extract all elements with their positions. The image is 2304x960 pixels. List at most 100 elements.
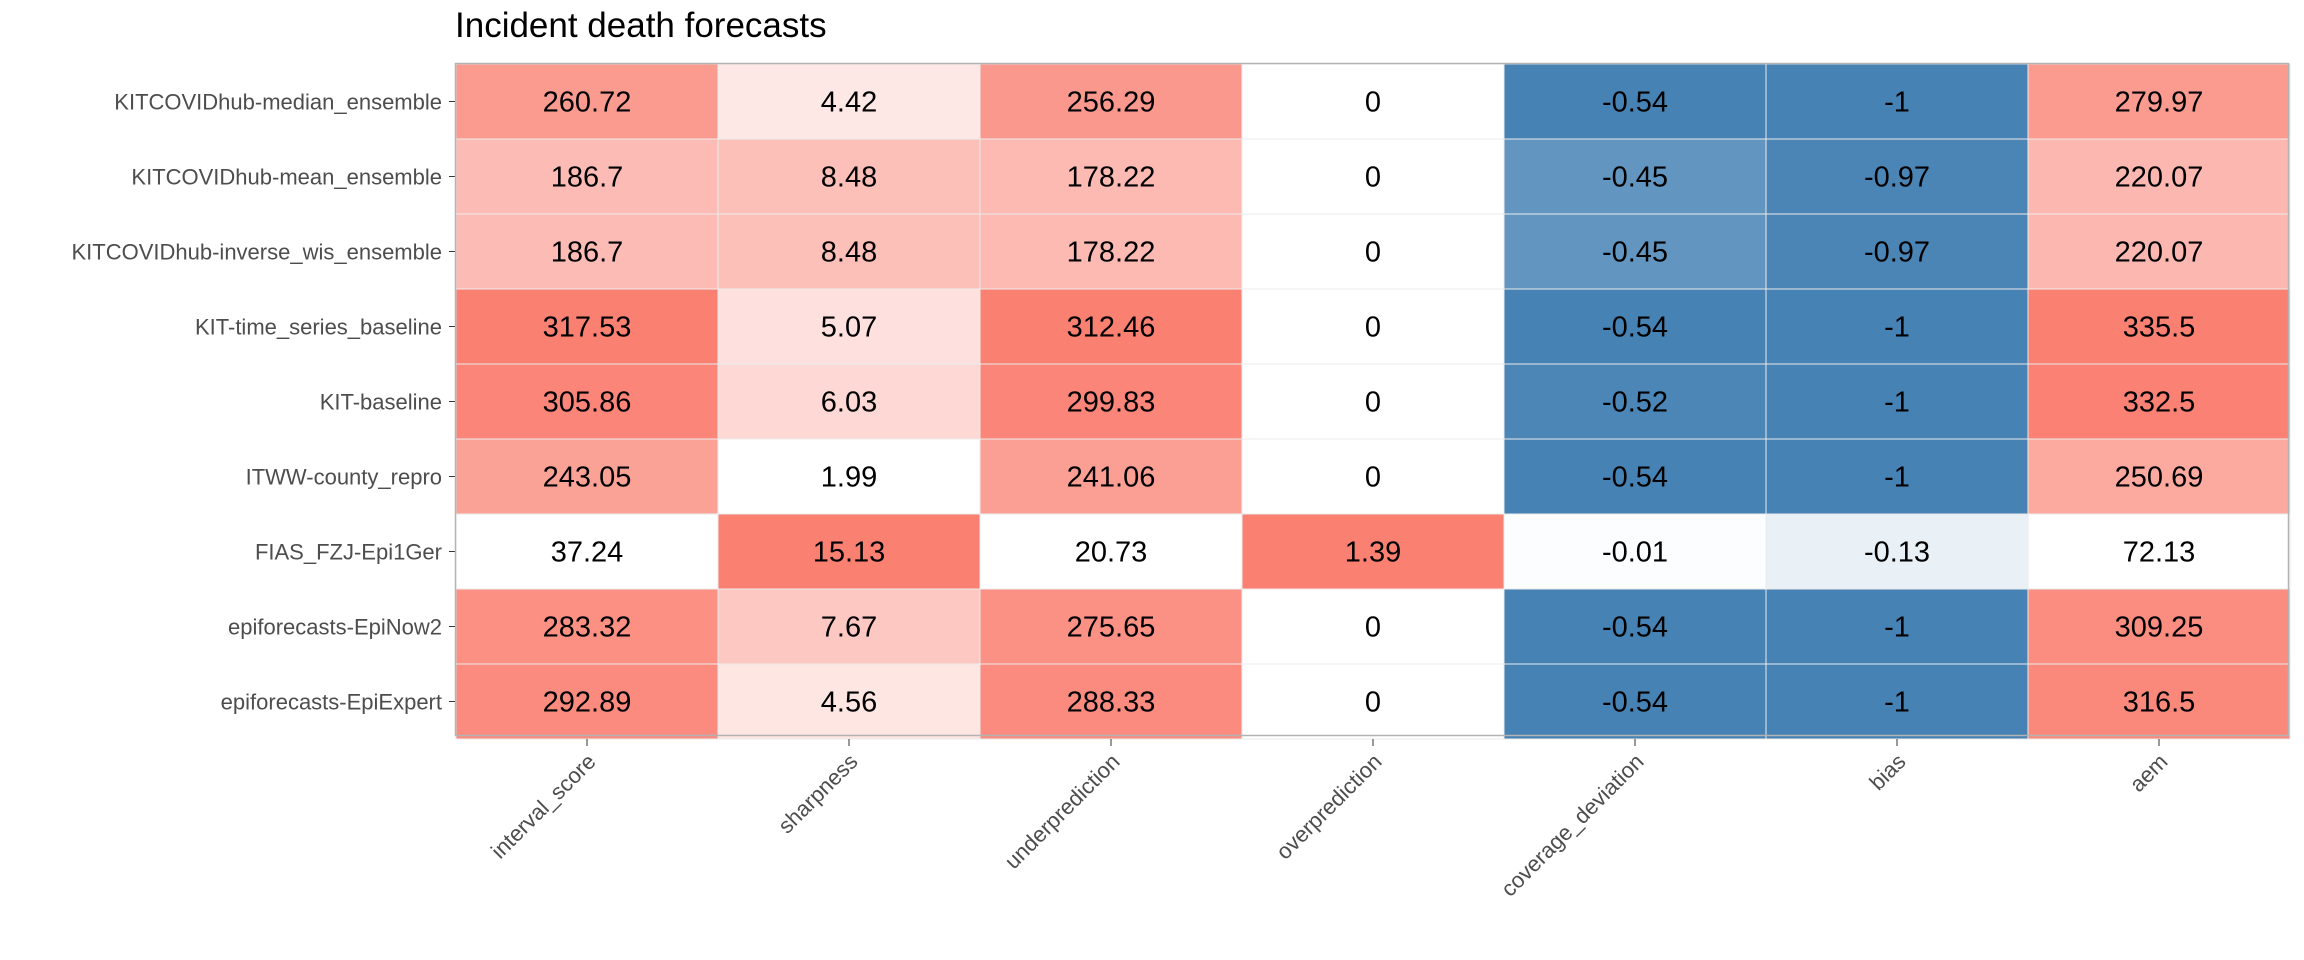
heatmap-cell <box>2027 363 2291 440</box>
heatmap-cell <box>455 213 719 290</box>
heatmap-cell <box>717 663 981 740</box>
cell-value-label: 0 <box>1365 687 1381 719</box>
cell-value-label: 241.06 <box>1067 462 1156 494</box>
y-tick-label: FIAS_FZJ-Epi1Ger <box>255 540 442 565</box>
cell-value-label: 7.67 <box>821 612 877 644</box>
cell-value-label: -1 <box>1884 612 1910 644</box>
y-tick-label: ITWW-county_repro <box>246 465 442 490</box>
heatmap-cell <box>979 138 1243 215</box>
cell-value-label: 178.22 <box>1067 162 1156 194</box>
heatmap-cell <box>1503 363 1767 440</box>
cell-value-label: 305.86 <box>543 387 632 419</box>
heatmap-cell <box>2027 663 2291 740</box>
cell-value-label: -1 <box>1884 312 1910 344</box>
cell-value-label: -0.97 <box>1864 162 1930 194</box>
heatmap-cell <box>979 663 1243 740</box>
heatmap-cell <box>1765 513 2029 590</box>
cell-value-label: 72.13 <box>2123 537 2196 569</box>
cell-value-label: 1.99 <box>821 462 877 494</box>
heatmap-cell <box>1241 63 1505 140</box>
cell-value-label: 288.33 <box>1067 687 1156 719</box>
y-tick-label: KIT-time_series_baseline <box>195 315 442 340</box>
cell-value-label: 220.07 <box>2115 237 2204 269</box>
heatmap-cell <box>1503 213 1767 290</box>
cell-value-label: 250.69 <box>2115 462 2204 494</box>
heatmap-cell <box>455 138 719 215</box>
cells-layer <box>455 63 2291 740</box>
cell-value-label: 243.05 <box>543 462 632 494</box>
cell-value-label: -0.54 <box>1602 687 1668 719</box>
heatmap-cell <box>717 363 981 440</box>
y-tick-label: KIT-baseline <box>320 390 442 415</box>
cell-value-label: 186.7 <box>551 237 624 269</box>
y-tick-label: epiforecasts-EpiNow2 <box>228 615 442 640</box>
heatmap-cell <box>2027 288 2291 365</box>
panel-border <box>454 62 2290 737</box>
heatmap-cell <box>979 363 1243 440</box>
heatmap-cell <box>979 63 1243 140</box>
cell-value-label: 309.25 <box>2115 612 2204 644</box>
heatmap-cell <box>2027 513 2291 590</box>
cell-value-label: -0.45 <box>1602 237 1668 269</box>
heatmap-cell <box>2027 588 2291 665</box>
heatmap-cell <box>2027 213 2291 290</box>
x-tick-label: bias <box>1864 749 1910 795</box>
cell-value-label: 317.53 <box>543 312 632 344</box>
heatmap-cell <box>1241 438 1505 515</box>
cell-value-label: -0.54 <box>1602 612 1668 644</box>
cell-value-label: 15.13 <box>813 537 886 569</box>
cell-value-label: 20.73 <box>1075 537 1148 569</box>
x-tick-label: overprediction <box>1271 749 1386 864</box>
cell-value-label: 0 <box>1365 312 1381 344</box>
cell-value-label: -1 <box>1884 687 1910 719</box>
cell-value-label: 335.5 <box>2123 312 2196 344</box>
cell-value-label: 275.65 <box>1067 612 1156 644</box>
cell-value-label: 37.24 <box>551 537 624 569</box>
heatmap-cell <box>1765 438 2029 515</box>
cell-value-label: 292.89 <box>543 687 632 719</box>
heatmap-cell <box>979 438 1243 515</box>
cell-value-label: 260.72 <box>543 87 632 119</box>
cell-value-label: -1 <box>1884 87 1910 119</box>
heatmap-cell <box>455 588 719 665</box>
heatmap-cell <box>1765 363 2029 440</box>
heatmap-cell <box>1503 513 1767 590</box>
heatmap-cell <box>2027 438 2291 515</box>
y-tick-label: epiforecasts-EpiExpert <box>221 690 442 715</box>
heatmap-cell <box>1503 588 1767 665</box>
heatmap-cell <box>1765 213 2029 290</box>
heatmap-cell <box>717 288 981 365</box>
x-tick-label: coverage_deviation <box>1496 749 1649 902</box>
cell-value-label: -0.52 <box>1602 387 1668 419</box>
cell-value-label: 256.29 <box>1067 87 1156 119</box>
cell-value-label: 8.48 <box>821 162 877 194</box>
x-tick-label: aem <box>2125 749 2173 797</box>
heatmap-cell <box>1765 663 2029 740</box>
cell-value-label: 0 <box>1365 387 1381 419</box>
heatmap-cell <box>717 513 981 590</box>
heatmap-cell <box>717 213 981 290</box>
cell-value-label: -0.54 <box>1602 87 1668 119</box>
cell-value-label: 283.32 <box>543 612 632 644</box>
heatmap-cell <box>1765 588 2029 665</box>
heatmap-cell <box>2027 138 2291 215</box>
heatmap-cell <box>1503 288 1767 365</box>
heatmap-cell <box>455 438 719 515</box>
cell-value-label: 299.83 <box>1067 387 1156 419</box>
cell-value-label: 279.97 <box>2115 87 2204 119</box>
heatmap-cell <box>1241 213 1505 290</box>
heatmap-cell <box>979 213 1243 290</box>
cell-value-label: -0.54 <box>1602 462 1668 494</box>
cell-value-label: 332.5 <box>2123 387 2196 419</box>
heatmap-cell <box>455 513 719 590</box>
cell-value-label: 178.22 <box>1067 237 1156 269</box>
heatmap-cell <box>1765 138 2029 215</box>
x-tick-label: underprediction <box>1000 749 1125 874</box>
heatmap-cell <box>455 363 719 440</box>
heatmap-cell <box>1241 588 1505 665</box>
cell-value-label: 5.07 <box>821 312 877 344</box>
heatmap-cell <box>979 288 1243 365</box>
cell-value-label: 0 <box>1365 237 1381 269</box>
cell-value-label: -1 <box>1884 462 1910 494</box>
cell-value-label: 0 <box>1365 87 1381 119</box>
